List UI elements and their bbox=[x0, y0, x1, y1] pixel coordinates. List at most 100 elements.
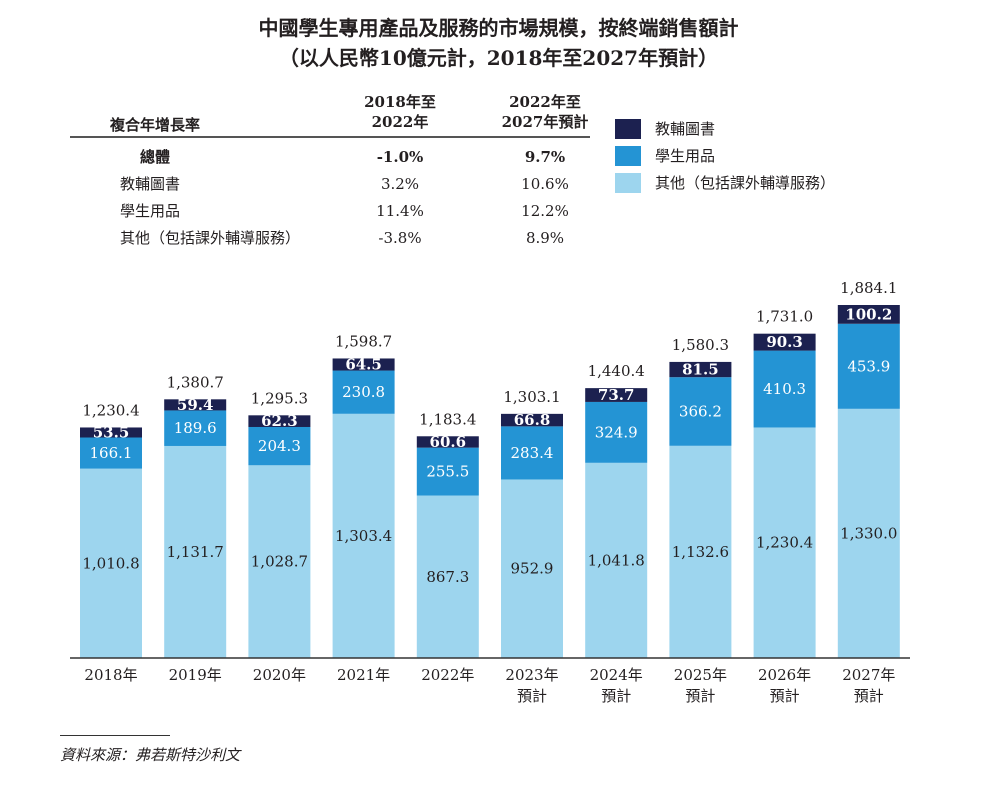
cagr-row: 其他（包括課外輔導服務） -3.8% 8.9% bbox=[70, 225, 590, 252]
bar-segment bbox=[585, 388, 648, 402]
data-label: 324.9 bbox=[595, 423, 638, 441]
x-tick-label: 2019年 bbox=[169, 666, 222, 684]
x-tick-label: 預計 bbox=[517, 687, 547, 705]
bar-segment bbox=[164, 410, 227, 446]
total-label: 1,295.3 bbox=[251, 389, 308, 407]
source-divider bbox=[60, 735, 170, 736]
cagr-row-label: 總體 bbox=[140, 148, 171, 166]
legend-item: 學生用品 bbox=[615, 142, 835, 169]
cagr-row-label: 教輔圖書 bbox=[120, 175, 181, 193]
total-label: 1,440.4 bbox=[588, 362, 645, 380]
bar-segment bbox=[669, 377, 732, 446]
bar-segment bbox=[501, 426, 563, 480]
data-label: 453.9 bbox=[847, 357, 890, 375]
cagr-row: 總體 -1.0% 9.7% bbox=[70, 144, 590, 171]
bar-segment bbox=[248, 465, 311, 658]
data-label: 867.3 bbox=[426, 568, 469, 586]
cagr-value: 9.7% bbox=[524, 148, 566, 166]
cagr-value: -1.0% bbox=[376, 148, 424, 166]
x-tick-label: 2020年 bbox=[253, 666, 306, 684]
bar-segment bbox=[585, 401, 648, 463]
cagr-header-period1: 2018年至 2022年 bbox=[364, 93, 436, 131]
data-label: 1,131.7 bbox=[167, 543, 224, 561]
x-tick-label: 2022年 bbox=[421, 666, 474, 684]
data-label: 1,230.4 bbox=[756, 534, 813, 552]
legend-label: 教輔圖書 bbox=[655, 120, 716, 138]
legend-swatch bbox=[615, 118, 641, 139]
bar-segment bbox=[80, 427, 142, 438]
cagr-value: 8.9% bbox=[525, 229, 565, 247]
legend-label: 其他（包括課外輔導服務） bbox=[655, 174, 836, 192]
data-label: 73.7 bbox=[598, 386, 635, 404]
cagr-row-label: 學生用品 bbox=[120, 202, 181, 220]
x-tick-label: 預計 bbox=[601, 687, 631, 705]
legend-swatch bbox=[615, 145, 641, 166]
data-label: 1,132.6 bbox=[672, 543, 729, 561]
bar-segment bbox=[837, 408, 900, 658]
total-label: 1,230.4 bbox=[82, 401, 139, 419]
data-label: 283.4 bbox=[511, 444, 554, 462]
x-tick-label: 2027年 bbox=[842, 666, 895, 684]
bar-segment bbox=[332, 358, 395, 371]
bar-segment bbox=[753, 333, 816, 351]
x-tick-label: 預計 bbox=[854, 687, 884, 705]
bar-segment bbox=[80, 468, 142, 658]
data-label: 189.6 bbox=[174, 419, 217, 437]
data-label: 204.3 bbox=[258, 437, 301, 455]
total-label: 1,303.1 bbox=[503, 388, 560, 406]
x-tick-label: 2025年 bbox=[674, 666, 727, 684]
cagr-header-label: 複合年增長率 bbox=[110, 116, 201, 134]
legend-label: 學生用品 bbox=[655, 147, 716, 165]
cagr-value: -3.8% bbox=[378, 229, 422, 247]
x-tick-label: 預計 bbox=[685, 687, 715, 705]
total-label: 1,598.7 bbox=[335, 332, 392, 350]
bar-segment bbox=[837, 305, 900, 324]
total-label: 1,183.4 bbox=[419, 410, 476, 428]
data-label: 230.8 bbox=[342, 383, 385, 401]
cagr-value: 11.4% bbox=[376, 202, 424, 220]
data-label: 952.9 bbox=[511, 560, 554, 578]
data-label: 100.2 bbox=[845, 305, 892, 323]
total-label: 1,380.7 bbox=[167, 373, 224, 391]
x-tick-label: 2026年 bbox=[758, 666, 811, 684]
legend-item: 教輔圖書 bbox=[615, 115, 835, 142]
legend-item: 其他（包括課外輔導服務） bbox=[615, 169, 835, 196]
bar-segment bbox=[669, 445, 732, 658]
bar-segment bbox=[332, 413, 395, 658]
chart-title: 中國學生專用產品及服務的市場規模，按終端銷售額計 bbox=[258, 16, 739, 40]
data-label: 1,041.8 bbox=[588, 551, 645, 569]
cagr-table: 複合年增長率 2018年至 2022年 2022年至 2027年預計 總體 -1.0… bbox=[70, 90, 590, 252]
bar-segment bbox=[332, 370, 395, 414]
data-label: 66.8 bbox=[514, 411, 551, 429]
bar-segment bbox=[416, 447, 479, 496]
cagr-row-label: 其他（包括課外輔導服務） bbox=[120, 229, 301, 247]
bar-segment bbox=[164, 399, 227, 411]
bar-segment bbox=[164, 445, 227, 658]
cagr-header-period2: 2022年至 2027年預計 bbox=[501, 93, 589, 131]
x-tick-label: 2023年 bbox=[505, 666, 558, 684]
cagr-row: 學生用品 11.4% 12.2% bbox=[70, 198, 590, 225]
data-label: 90.3 bbox=[766, 333, 803, 351]
data-label: 255.5 bbox=[426, 463, 469, 481]
data-label: 64.5 bbox=[345, 356, 382, 374]
cagr-value: 12.2% bbox=[521, 202, 569, 220]
data-label: 1,303.4 bbox=[335, 527, 392, 545]
x-tick-label: 預計 bbox=[770, 687, 800, 705]
cagr-value: 10.6% bbox=[521, 175, 569, 193]
data-label: 410.3 bbox=[763, 380, 806, 398]
data-label: 366.2 bbox=[679, 402, 722, 420]
bar-segment bbox=[669, 361, 732, 378]
total-label: 1,580.3 bbox=[672, 336, 729, 354]
bar-segment bbox=[80, 437, 142, 469]
bar-segment bbox=[501, 479, 563, 658]
legend-swatch bbox=[615, 172, 641, 193]
total-label: 1,731.0 bbox=[756, 308, 813, 326]
data-label: 166.1 bbox=[90, 444, 133, 462]
bar-segment bbox=[248, 426, 311, 466]
bar-segment bbox=[837, 323, 900, 409]
chart-subtitle: （以人民幣10億元計，2018年至2027年預計） bbox=[278, 46, 719, 70]
x-tick-label: 2018年 bbox=[84, 666, 137, 684]
x-tick-label: 2021年 bbox=[337, 666, 390, 684]
data-label: 1,028.7 bbox=[251, 553, 308, 571]
